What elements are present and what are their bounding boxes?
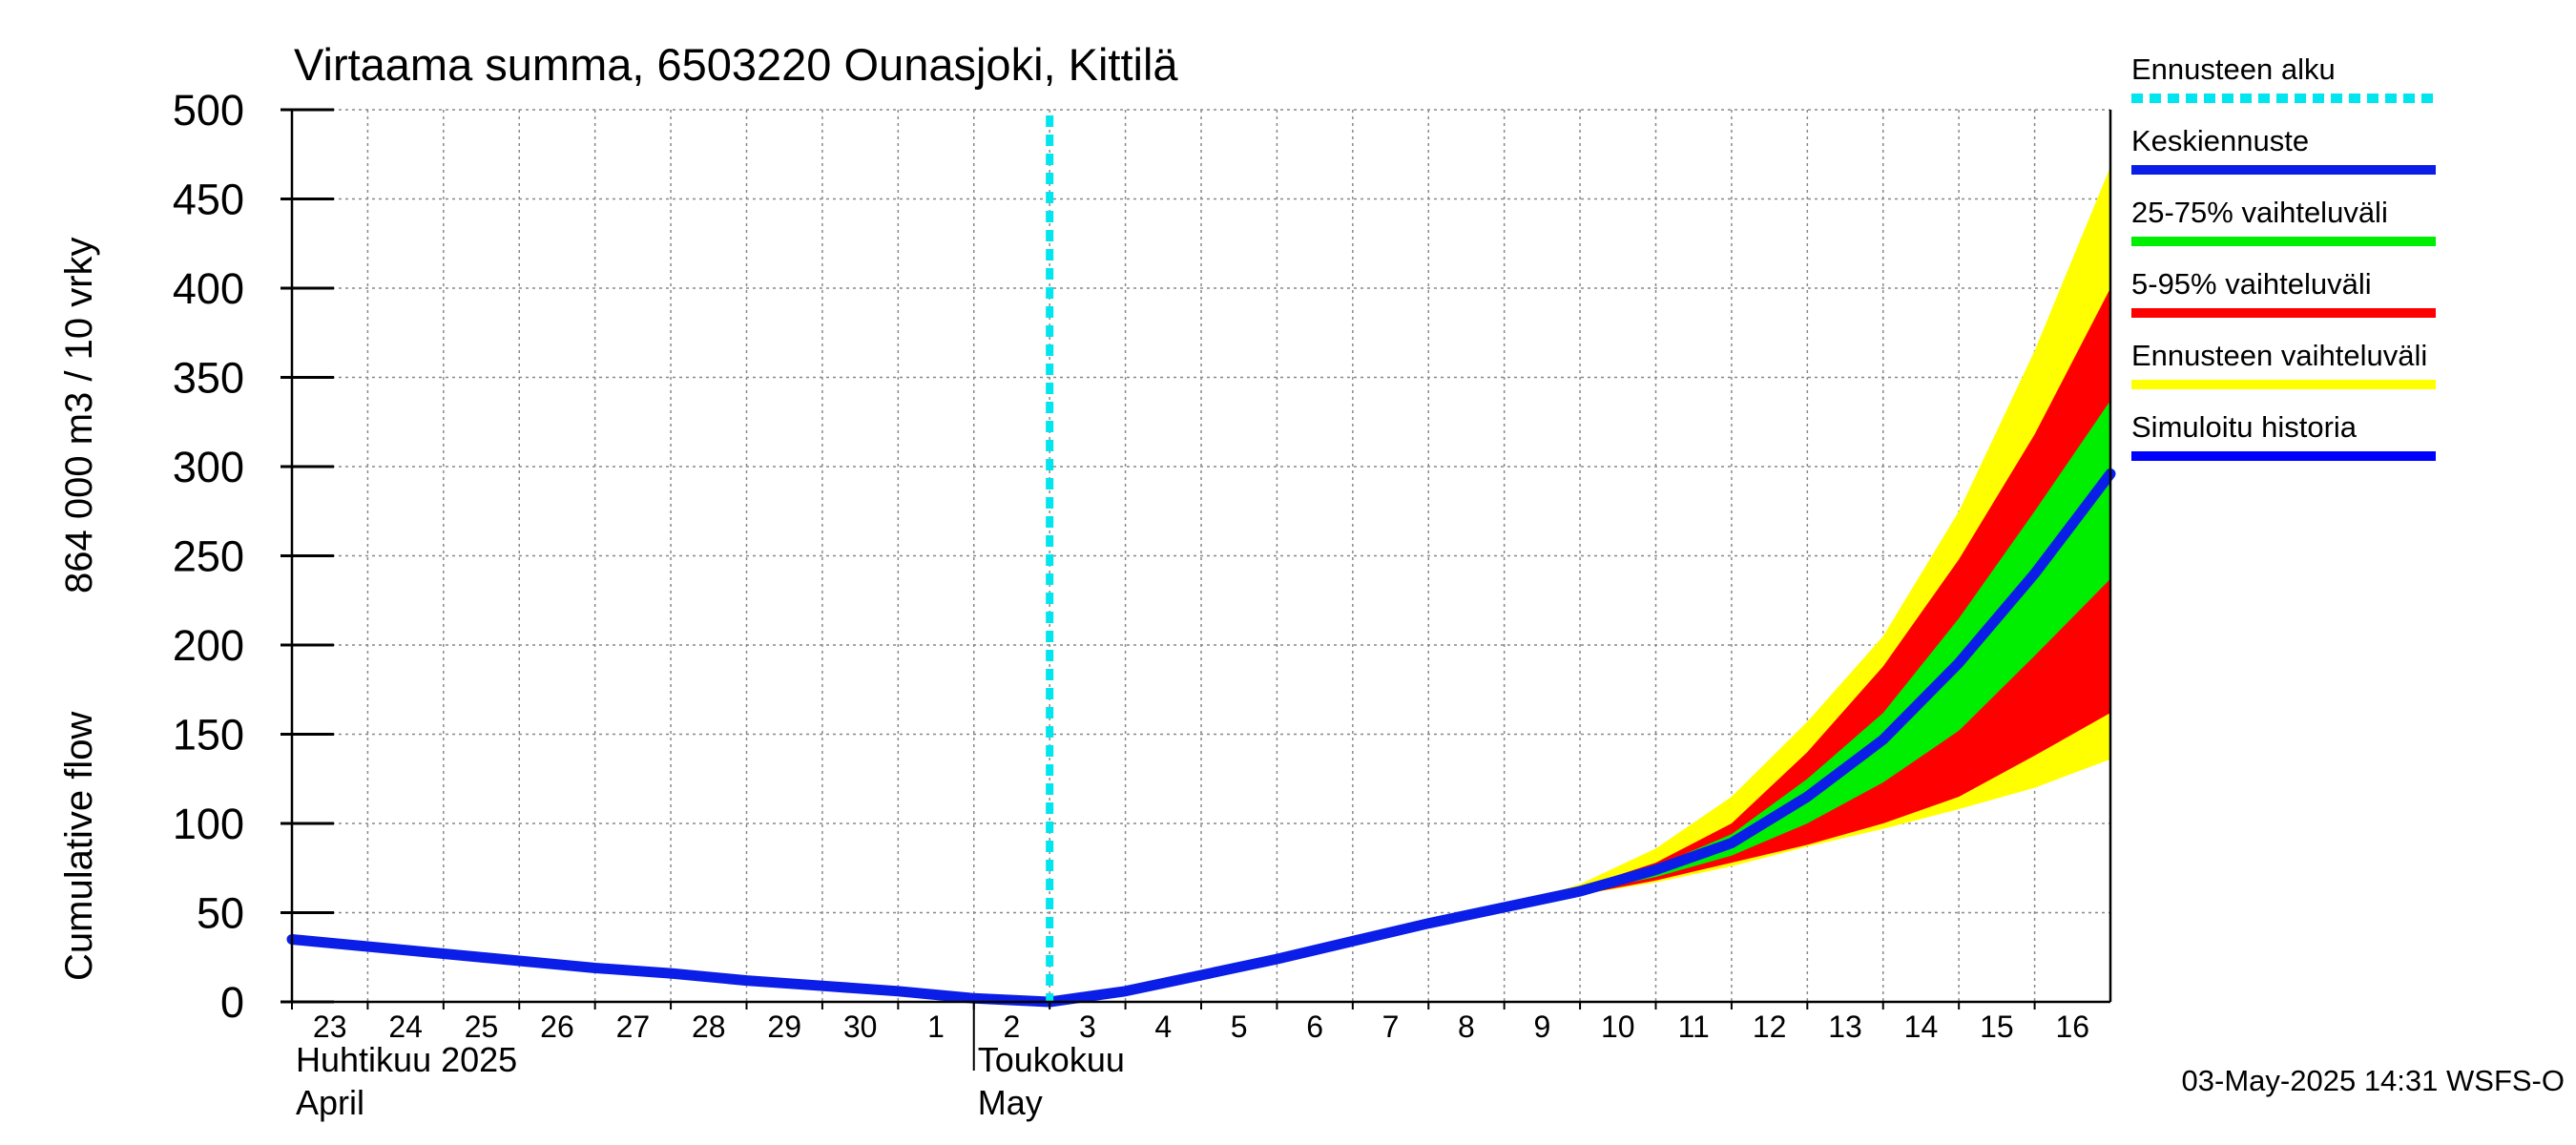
y-axis-label-line-1: Cumulative flow — [58, 712, 100, 981]
timestamp: 03-May-2025 14:31 WSFS-O — [2182, 1064, 2565, 1097]
y-tick-label-300: 300 — [173, 443, 244, 491]
y-tick-label-350: 350 — [173, 354, 244, 403]
x-tick-label-7: 7 — [1382, 1010, 1400, 1044]
mean-forecast-line — [1044, 468, 2116, 1008]
y-tick-label-200: 200 — [173, 621, 244, 670]
x-tick-label-27: 27 — [616, 1010, 651, 1044]
chart-title: Virtaama summa, 6503220 Ounasjoki, Kitti… — [294, 39, 1178, 90]
x-tick-label-13: 13 — [1828, 1010, 1862, 1044]
band-5-95 — [1049, 288, 2110, 1002]
x-tick-label-24: 24 — [388, 1010, 423, 1044]
month-label-0: Huhtikuu 2025 — [296, 1040, 517, 1079]
x-tick-label-12: 12 — [1753, 1010, 1787, 1044]
y-tick-label-100: 100 — [173, 800, 244, 848]
x-tick-label-8: 8 — [1458, 1010, 1475, 1044]
grid-lines — [292, 109, 2110, 1002]
x-tick-label-23: 23 — [313, 1010, 347, 1044]
series-lines — [286, 115, 2116, 1008]
x-tick-label-4: 4 — [1154, 1010, 1172, 1044]
legend-label-2: 25-75% vaihteluväli — [2131, 196, 2388, 229]
x-tick-label-15: 15 — [1980, 1010, 2014, 1044]
band-25-75 — [1049, 400, 2110, 1002]
x-tick-label-26: 26 — [540, 1010, 574, 1044]
x-tick-label-30: 30 — [843, 1010, 878, 1044]
legend-label-5: Simuloitu historia — [2131, 410, 2358, 444]
y-tick-label-50: 50 — [197, 889, 244, 938]
legend-label-1: Keskiennuste — [2131, 124, 2309, 157]
month-label-en-1: May — [978, 1083, 1043, 1122]
y-tick-label-500: 500 — [173, 86, 244, 135]
x-tick-label-29: 29 — [767, 1010, 801, 1044]
legend-label-3: 5-95% vaihteluväli — [2131, 267, 2372, 301]
x-tick-label-5: 5 — [1231, 1010, 1248, 1044]
x-tick-label-3: 3 — [1079, 1010, 1096, 1044]
x-tick-label-9: 9 — [1533, 1010, 1550, 1044]
x-tick-label-16: 16 — [2055, 1010, 2089, 1044]
x-tick-label-6: 6 — [1306, 1010, 1323, 1044]
x-tick-label-10: 10 — [1601, 1010, 1635, 1044]
y-tick-label-400: 400 — [173, 264, 244, 313]
x-tick-label-14: 14 — [1904, 1010, 1939, 1044]
x-tick-label-28: 28 — [692, 1010, 726, 1044]
month-label-1: Toukokuu — [978, 1040, 1125, 1079]
y-tick-label-0: 0 — [220, 978, 244, 1027]
month-label-en-0: April — [296, 1083, 364, 1122]
y-tick-label-450: 450 — [173, 176, 244, 224]
y-tick-label-250: 250 — [173, 532, 244, 581]
legend-label-0: Ennusteen alku — [2131, 52, 2336, 86]
forecast-bands — [1049, 166, 2110, 1003]
y-axis-label-line-2: 864 000 m3 / 10 vrky — [58, 237, 100, 593]
legend: Ennusteen alku Keskiennuste 25-75% vaihtel… — [2131, 52, 2436, 461]
legend-label-4: Ennusteen vaihteluväli — [2131, 339, 2427, 372]
x-tick-label-25: 25 — [465, 1010, 499, 1044]
x-tick-label-1: 1 — [927, 1010, 945, 1044]
x-tick-label-2: 2 — [1004, 1010, 1021, 1044]
simulated-history-line — [286, 934, 1055, 1008]
x-tick-label-11: 11 — [1678, 1010, 1710, 1044]
y-tick-label-150: 150 — [173, 711, 244, 760]
